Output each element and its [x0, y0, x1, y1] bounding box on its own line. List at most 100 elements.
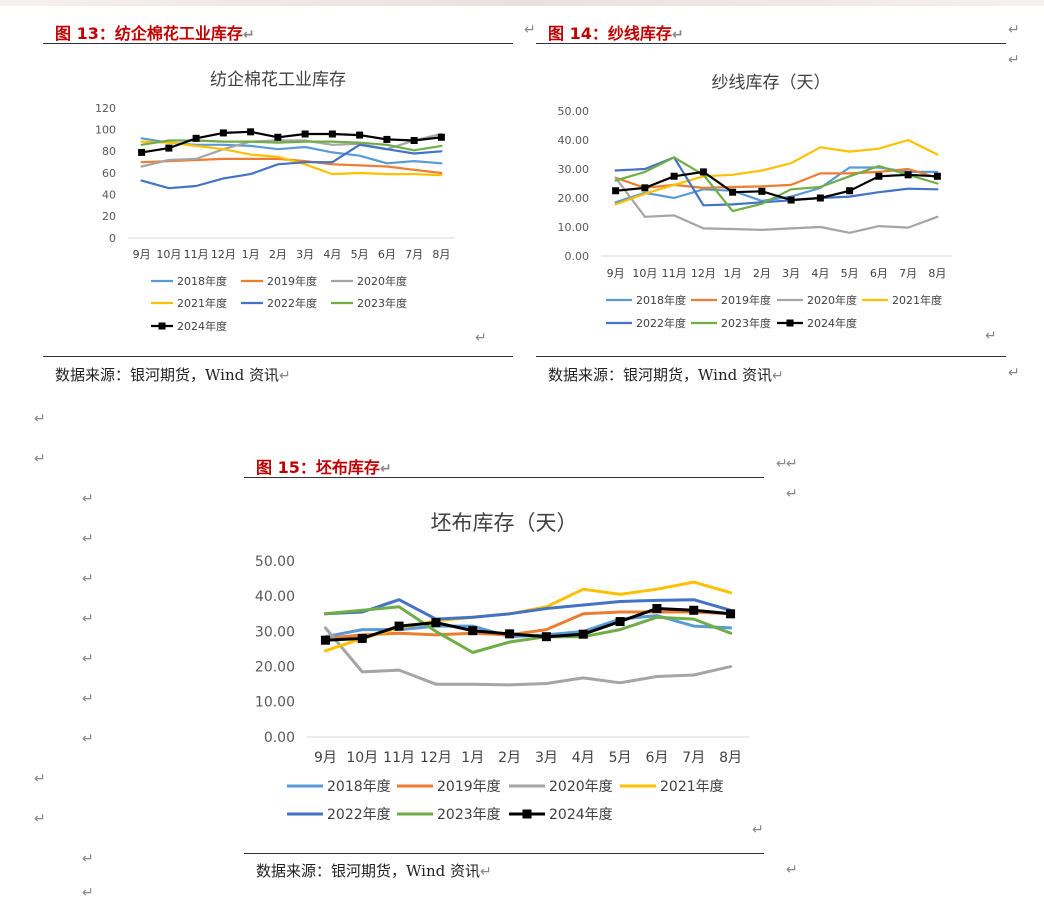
y-tick-label: 20.00: [255, 660, 295, 676]
figure-14-title-text: 图 14：纱线库存: [548, 24, 672, 43]
x-tick-label: 4月: [323, 248, 341, 261]
figure-15-bottom-rule: [244, 853, 764, 854]
y-tick-label: 20.00: [558, 192, 590, 205]
x-tick-label: 1月: [724, 267, 742, 280]
x-tick-label: 7月: [899, 267, 917, 280]
series-line: [323, 598, 733, 621]
paragraph-mark: ↵: [1008, 365, 1020, 381]
figure-13-top-rule: [43, 43, 513, 44]
data-point: [437, 133, 445, 141]
page-top-band: [0, 0, 1044, 6]
y-tick-label: 10.00: [558, 221, 590, 234]
figure-13-bottom-rule: [43, 356, 513, 357]
paragraph-mark: ↵: [479, 864, 492, 880]
x-tick-label: 1月: [242, 248, 260, 261]
x-tick-label: 5月: [351, 248, 369, 261]
chart-fiber-cotton-inventory: 纺企棉花工业库存 0 20 40 60 80 100 120 9月 10月 11月 12月 1月 2月 3月…: [95, 70, 455, 333]
y-tick-label: 40.00: [255, 589, 295, 605]
series-line: [140, 130, 443, 154]
legend-label: 2024年度: [177, 319, 227, 333]
data-point: [320, 635, 330, 645]
paragraph-mark: ↵: [752, 822, 764, 838]
x-tick-label: 4月: [811, 267, 829, 280]
data-point: [904, 171, 912, 179]
legend-label: 2019年度: [267, 274, 317, 288]
x-tick-label: 6月: [870, 267, 888, 280]
series-line: [323, 610, 733, 640]
data-point: [670, 172, 678, 180]
data-point: [219, 129, 227, 137]
series-line: [323, 626, 733, 687]
x-tick-label: 2月: [498, 750, 521, 766]
paragraph-mark: ↵: [786, 862, 798, 878]
legend-label: 2020年度: [357, 274, 407, 288]
y-tick-label: 30.00: [558, 163, 590, 176]
data-point: [410, 137, 418, 144]
legend-label: 2018年度: [177, 274, 227, 288]
figure-15-top-rule: [244, 477, 764, 478]
data-point: [394, 621, 404, 631]
series-line: [140, 143, 443, 190]
data-point: [699, 168, 707, 176]
y-tick-label: 0.00: [565, 250, 590, 263]
legend-label: 2022年度: [267, 296, 317, 310]
x-tick-label: 4月: [572, 750, 595, 766]
data-point: [505, 629, 515, 639]
paragraph-mark: ↵: [34, 411, 46, 427]
chart-yarn-inventory: 纱线库存（天） 0.00 10.00 20.00 30.00 40.00 50.00 9月 10…: [558, 73, 952, 330]
y-tick-label: 60: [102, 167, 116, 180]
y-tick-label: 40.00: [558, 134, 590, 147]
figure-13-source-text: 数据来源：银河期货，Wind 资讯: [55, 366, 279, 384]
x-tick-label: 12月: [691, 267, 716, 280]
data-point: [875, 172, 883, 180]
paragraph-mark: ↵: [786, 486, 798, 502]
data-point: [541, 632, 551, 642]
data-point: [641, 184, 649, 192]
chart-title: 纺企棉花工业库存: [210, 70, 346, 90]
x-tick-label: 9月: [133, 248, 151, 261]
paragraph-mark: ↵: [1008, 22, 1020, 38]
x-tick-label: 3月: [782, 267, 800, 280]
legend-label: 2022年度: [636, 316, 686, 330]
legend-marker: [158, 322, 166, 330]
data-point: [726, 609, 736, 619]
x-tick-label: 2月: [753, 267, 771, 280]
x-tick-label: 9月: [314, 750, 337, 766]
legend-label: 2018年度: [636, 293, 686, 307]
paragraph-mark: ↵: [82, 611, 94, 627]
chart-title: 坯布库存（天）: [431, 511, 578, 535]
x-tick-label: 11月: [662, 267, 687, 280]
figure-14-bottom-rule: [536, 356, 1006, 357]
data-point: [612, 187, 620, 195]
figure-15-title-text: 图 15：坯布库存: [256, 458, 380, 477]
data-point: [356, 131, 364, 139]
chart-title: 纱线库存（天）: [712, 73, 831, 93]
legend-label: 2018年度: [327, 779, 391, 795]
legend-label: 2019年度: [721, 293, 771, 307]
paragraph-mark: ↵: [242, 27, 255, 43]
y-tick-label: 10.00: [255, 695, 295, 711]
paragraph-mark: ↵: [475, 330, 487, 346]
data-point: [758, 187, 766, 195]
x-tick-label: 1月: [461, 750, 484, 766]
x-tick-label: 5月: [609, 750, 632, 766]
y-tick-label: 80: [102, 145, 116, 158]
x-tick-label: 2月: [269, 248, 287, 261]
series-line: [140, 132, 443, 168]
y-tick-label: 50.00: [255, 554, 295, 570]
data-point: [578, 629, 588, 639]
x-tick-label: 6月: [378, 248, 396, 261]
figure-15-title: 图 15：坯布库存↵: [256, 454, 392, 478]
paragraph-mark: ↵: [82, 851, 94, 867]
data-point: [328, 130, 336, 138]
data-point: [652, 604, 662, 614]
figure-15-source-text: 数据来源：银河期货，Wind 资讯: [256, 862, 480, 880]
data-point: [615, 617, 625, 627]
data-point: [138, 148, 146, 156]
y-tick-label: 0.00: [264, 730, 295, 746]
paragraph-mark: ↵: [82, 651, 94, 667]
legend-label: 2021年度: [177, 296, 227, 310]
data-point: [468, 626, 478, 636]
legend-marker: [522, 809, 532, 819]
legend-label: 2023年度: [721, 316, 771, 330]
